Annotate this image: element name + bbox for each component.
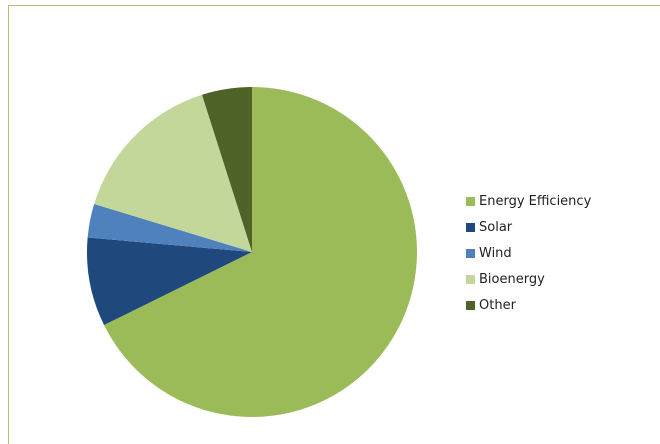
legend-label-solar: Solar [479,219,513,235]
legend-swatch-solar [466,222,475,232]
legend-swatch-wind [466,248,475,258]
legend-item-solar: Solar [466,214,636,240]
legend-swatch-bioenergy [466,274,475,284]
legend-label-other: Other [479,297,516,313]
pie-slices [87,87,417,417]
legend-swatch-other [466,300,475,310]
pie-slice-other [202,87,252,252]
legend-label-bioenergy: Bioenergy [479,271,545,287]
legend-item-wind: Wind [466,240,636,266]
legend-label-energy-efficiency: Energy Efficiency [479,193,592,209]
pie-slice-solar [87,237,252,326]
legend-item-energy-efficiency: Energy Efficiency [466,188,636,214]
pie-slice-bioenergy [94,94,252,252]
legend-item-other: Other [466,292,636,318]
pie-slice-energy-efficiency [104,87,417,417]
pie-slice-wind [87,203,252,252]
legend-swatch-energy-efficiency [466,196,475,206]
legend-item-bioenergy: Bioenergy [466,266,636,292]
legend: Energy Efficiency Solar Wind Bioenergy O… [466,188,636,318]
legend-label-wind: Wind [479,245,512,261]
